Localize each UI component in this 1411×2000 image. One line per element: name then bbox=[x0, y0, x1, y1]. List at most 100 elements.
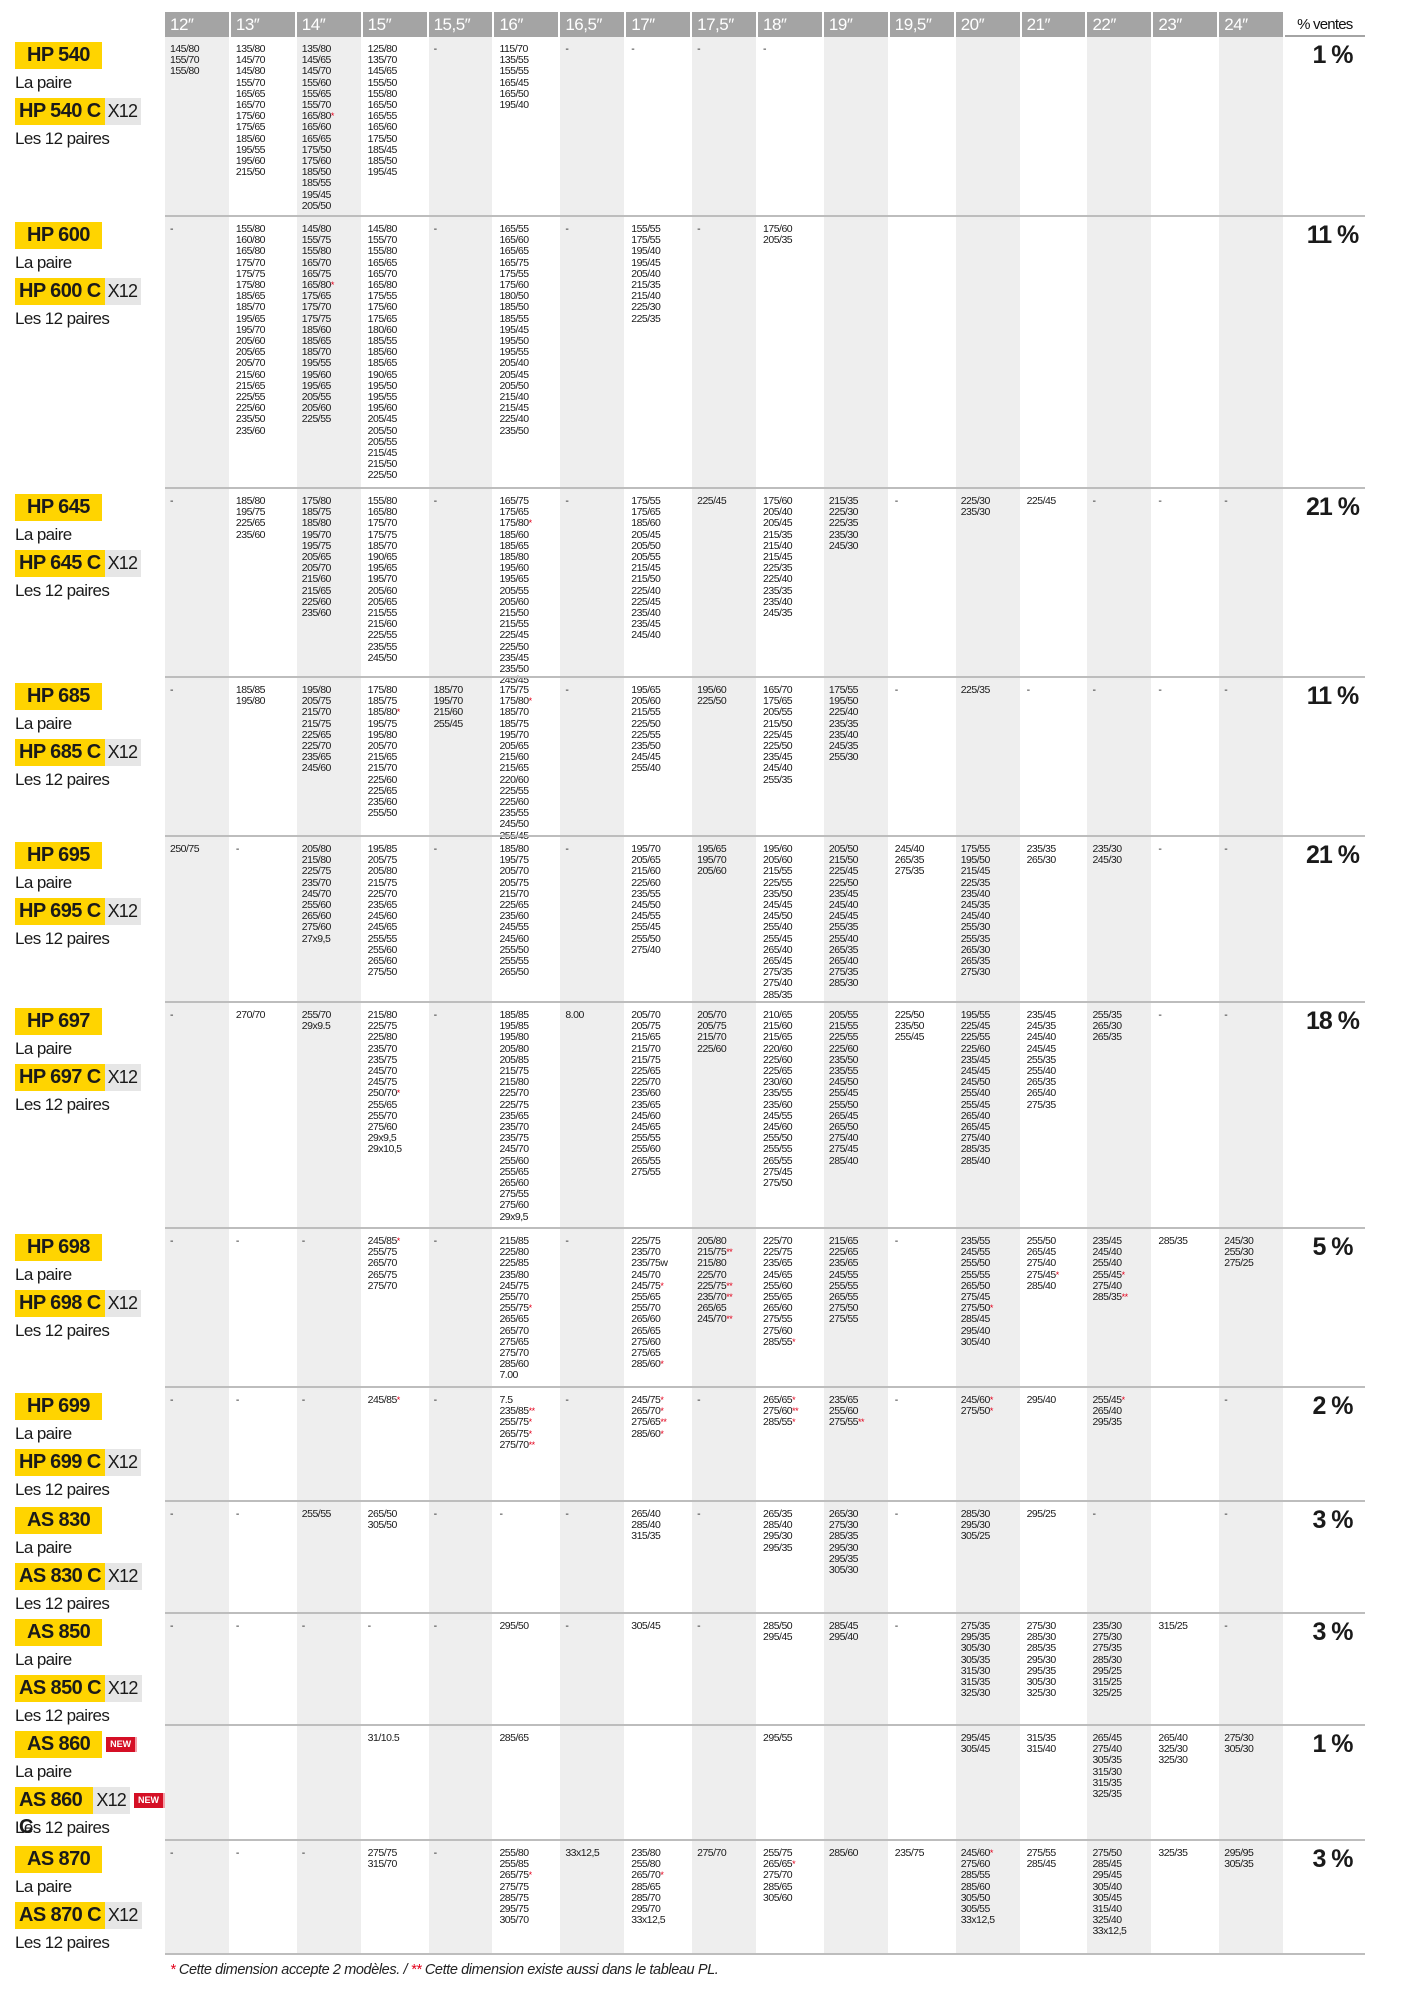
tire-size: 235/55 bbox=[367, 640, 398, 653]
tire-size: 255/35 bbox=[763, 773, 793, 786]
size-cell: - bbox=[890, 489, 956, 678]
tire-size: 255/40 bbox=[1092, 1257, 1122, 1270]
pair-line: La paire bbox=[15, 710, 165, 738]
tire-size: 225/75 bbox=[367, 1020, 398, 1033]
row-divider bbox=[165, 1227, 1365, 1229]
tire-size: 265/70* bbox=[631, 1405, 664, 1418]
column-header: 18″ bbox=[758, 12, 824, 37]
tire-size: 225/80 bbox=[499, 1246, 529, 1259]
tire-size: 235/75 bbox=[499, 1132, 529, 1145]
tire-size: 285/30 bbox=[1092, 1653, 1122, 1666]
asterisk-note: * bbox=[660, 1395, 664, 1405]
size-cell: - bbox=[560, 678, 627, 837]
size-cell: 265/35 285/40 295/30 295/35 bbox=[758, 1502, 824, 1614]
pair-label: La paire bbox=[15, 1424, 72, 1443]
tire-size: - bbox=[1224, 1009, 1228, 1021]
tire-size: 235/65 bbox=[828, 1394, 859, 1406]
size-cell: - bbox=[165, 489, 231, 678]
tire-size: 135/80 bbox=[301, 43, 332, 55]
tire-size: 225/65 bbox=[367, 784, 398, 797]
tire-size: 225/40 bbox=[828, 706, 859, 719]
tire-size: 215/40 bbox=[763, 539, 793, 552]
tire-size: 145/80 bbox=[235, 65, 266, 78]
tire-size: 265/40 bbox=[960, 1109, 991, 1122]
table-row: -185/85 195/80 195/80 205/75 215/70 215/75 225… bbox=[0, 678, 1365, 841]
asterisk-note: * bbox=[528, 518, 533, 529]
tire-size: 145/70 bbox=[235, 54, 266, 67]
column-header: 20″ bbox=[955, 12, 1022, 37]
size-cell: 215/65 225/65 235/65 245/55 255/55 265/55 275/… bbox=[823, 1229, 890, 1388]
tire-size: 185/75 bbox=[301, 506, 332, 519]
asterisk-note: * bbox=[528, 1870, 533, 1881]
size-cell bbox=[1087, 37, 1154, 217]
tire-size: 285/40 bbox=[763, 1519, 793, 1532]
size-cell bbox=[1087, 217, 1154, 489]
tire-size: 305/50 bbox=[960, 1891, 991, 1904]
asterisk-note: * bbox=[989, 1395, 994, 1405]
tire-size: 235/65 bbox=[499, 1109, 529, 1122]
model-line: AS 850 bbox=[15, 1618, 165, 1646]
tire-size: 220/60 bbox=[763, 1042, 793, 1055]
pair-label: La paire bbox=[15, 73, 72, 92]
tire-size: 315/40 bbox=[1092, 1903, 1122, 1916]
tire-size: 235/75w bbox=[631, 1257, 668, 1270]
tire-size: 275/50* bbox=[960, 1405, 994, 1418]
dozen-label: Les 12 paires bbox=[15, 1095, 110, 1114]
table-row: -270/70 255/70 29x9.5 215/80 225/75 225/80 235… bbox=[0, 1003, 1365, 1229]
x12-label: X12 bbox=[104, 1448, 142, 1476]
tire-size: 195/45 bbox=[301, 188, 332, 201]
column-header: 19,5″ bbox=[889, 12, 956, 37]
size-cell: - bbox=[1219, 1614, 1286, 1726]
tire-size: 255/45 bbox=[433, 717, 464, 730]
tire-size: - bbox=[697, 1394, 701, 1406]
tire-size: 245/45 bbox=[1026, 1042, 1057, 1055]
tire-size: 215/65 bbox=[631, 1031, 661, 1044]
size-cell bbox=[1219, 217, 1286, 489]
size-cell: - bbox=[1022, 678, 1088, 837]
row-divider bbox=[165, 487, 1365, 489]
row-cells: 250/75-205/80 215/80 225/75 235/70 245/70 255… bbox=[165, 837, 1286, 1003]
tire-size: 255/70 bbox=[499, 1291, 529, 1304]
size-cell: - bbox=[428, 1388, 495, 1502]
tire-size: 305/45 bbox=[631, 1620, 661, 1632]
tire-size: 235/30 bbox=[828, 528, 859, 541]
tire-size: 225/75 bbox=[631, 1235, 661, 1247]
tire-size: 265/50 bbox=[499, 966, 529, 979]
tire-size: 265/35 bbox=[894, 854, 925, 867]
tire-size: 215/60 bbox=[763, 1020, 793, 1033]
pair-line: La paire bbox=[15, 521, 165, 549]
tire-size: 235/55 bbox=[828, 1065, 859, 1078]
tire-size: 145/65 bbox=[301, 54, 332, 67]
tire-size: 225/45 bbox=[697, 495, 727, 507]
tire-size: 225/45 bbox=[1026, 495, 1057, 507]
size-cell bbox=[1153, 1388, 1220, 1502]
row-cells: -185/85 195/80 195/80 205/75 215/70 215/75 225… bbox=[165, 678, 1286, 841]
tire-size: 215/35 bbox=[763, 528, 793, 541]
tire-size: 175/70 bbox=[301, 301, 332, 314]
tire-size: 235/60 bbox=[301, 607, 332, 620]
tire-size: 165/65 bbox=[499, 245, 529, 258]
tire-size: 225/70 bbox=[697, 1268, 727, 1281]
pct-sales: 1 % bbox=[1312, 41, 1353, 69]
tire-size: 205/40 bbox=[499, 357, 529, 370]
size-cell bbox=[165, 1726, 231, 1841]
tire-size: 155/70 bbox=[235, 76, 266, 89]
tire-size: 215/55 bbox=[499, 618, 529, 631]
tire-size: 185/80 bbox=[499, 843, 529, 855]
tire-size: 235/50 bbox=[763, 887, 793, 900]
tire-size: 175/70 bbox=[235, 256, 266, 269]
asterisk-note: * bbox=[1121, 1395, 1126, 1405]
tire-size: 195/70 bbox=[367, 573, 398, 586]
size-cell bbox=[1022, 37, 1088, 217]
tire-size: 245/35 bbox=[960, 899, 991, 912]
size-cell: - bbox=[231, 1229, 297, 1388]
tire-size: 275/55 bbox=[499, 1188, 529, 1201]
tire-size: 205/50 bbox=[499, 379, 529, 392]
size-cell: 255/45* 265/40 295/35 bbox=[1087, 1388, 1154, 1502]
model-name: HP 697 bbox=[15, 1007, 102, 1035]
tire-size: 255/45 bbox=[828, 1087, 859, 1100]
tire-size: 250/70* bbox=[367, 1087, 401, 1100]
model-c-line: AS 860 C X12 NEW bbox=[15, 1786, 165, 1838]
model-name: AS 850 bbox=[15, 1618, 103, 1646]
tire-size: 295/25 bbox=[1092, 1664, 1122, 1677]
